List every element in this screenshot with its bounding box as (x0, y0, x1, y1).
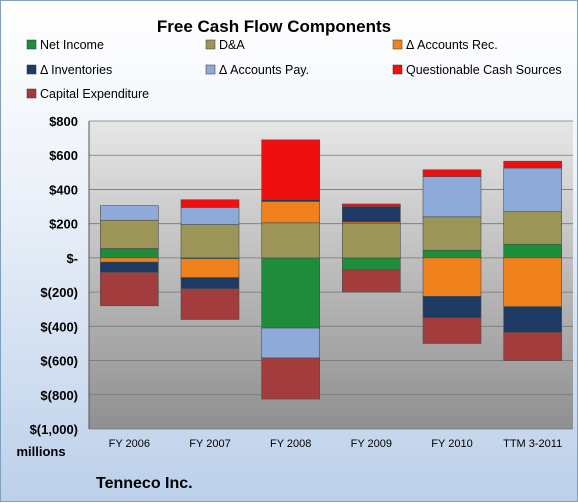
chart-title: Free Cash Flow Components (157, 17, 391, 36)
bar-segment-d-a (100, 219, 159, 249)
bar-segment-capital-expenditure (342, 269, 401, 293)
bar-segment-net-income (503, 243, 562, 259)
bar-segment-net-income (342, 257, 401, 271)
bar-segment-accounts-rec (180, 258, 240, 278)
bar-segment-accounts-pay (422, 176, 482, 218)
gridlines (89, 120, 573, 430)
x-tick-label: FY 2008 (270, 438, 311, 450)
bar-segment-inventories (342, 206, 401, 223)
legend-swatch-inventories (26, 64, 37, 75)
legend-label-d-a: D&A (219, 38, 245, 52)
bar-segment-accounts-pay (100, 205, 159, 221)
bar-segment-inventories (503, 306, 562, 333)
bar-segment-accounts-pay (180, 207, 240, 225)
legend-label-capital-expenditure: Capital Expenditure (40, 87, 149, 101)
bar-segment-questionable-cash-sources (503, 160, 562, 169)
bar-segment-net-income (100, 248, 159, 259)
bar-segment-d-a (342, 223, 401, 259)
bar-segment-inventories (180, 277, 240, 289)
y-tick-label: $(200) (40, 285, 78, 300)
legend-swatch-accounts-rec (392, 39, 403, 50)
x-tick-label: FY 2007 (189, 438, 230, 450)
bar-segment-accounts-rec (422, 257, 482, 297)
bar-segment-accounts-rec (100, 257, 159, 263)
bar-segment-capital-expenditure (503, 332, 562, 361)
bar-segment-questionable-cash-sources (180, 199, 240, 208)
bar-segment-accounts-pay (261, 327, 320, 359)
bars (100, 139, 562, 400)
bar-segment-capital-expenditure (180, 288, 240, 320)
y-tick-label: $- (66, 251, 78, 266)
bar-segment-questionable-cash-sources (261, 139, 320, 201)
x-tick-label: FY 2009 (351, 438, 392, 450)
company-name: Tenneco Inc. (96, 475, 193, 492)
y-tick-label: $600 (49, 148, 78, 163)
bar-segment-capital-expenditure (422, 317, 482, 344)
legend-label-inventories: Δ Inventories (40, 63, 112, 77)
legend-label-accounts-rec: Δ Accounts Rec. (406, 38, 498, 52)
x-tick-label: FY 2006 (109, 438, 150, 450)
bar-segment-questionable-cash-sources (342, 203, 401, 207)
bar-segment-accounts-pay (503, 167, 562, 212)
bar-segment-inventories (422, 296, 482, 319)
y-axis: $800 $600 $400 $200 $- $(200) $(400) $(600) $(80… (30, 114, 90, 437)
y-tick-label: $(1,000) (30, 422, 78, 437)
bar-segment-net-income (261, 257, 320, 329)
bar-segment-d-a (261, 222, 320, 259)
bar-segment-net-income (422, 249, 482, 259)
legend-swatch-capital-expenditure (26, 88, 37, 99)
y-tick-label: $(800) (40, 388, 78, 403)
x-tick-label: FY 2010 (431, 438, 472, 450)
y-tick-label: $(600) (40, 354, 78, 369)
legend-swatch-net-income (26, 39, 37, 50)
bar-segment-capital-expenditure (261, 357, 320, 400)
x-tick-label: TTM 3-2011 (503, 438, 562, 450)
bar-segment-d-a (503, 211, 562, 245)
bar-segment-questionable-cash-sources (422, 169, 482, 177)
y-tick-label: $(400) (40, 319, 78, 334)
plot-area (89, 121, 573, 429)
legend-label-accounts-pay: Δ Accounts Pay. (219, 63, 309, 77)
y-tick-label: $800 (49, 114, 78, 129)
x-axis: FY 2006 FY 2007 FY 2008 FY 2009 FY 2010 TTM 3… (109, 438, 563, 450)
bar-segment-accounts-rec (503, 257, 562, 307)
legend-swatch-accounts-pay (205, 64, 216, 75)
bar-segment-d-a (180, 224, 240, 259)
legend-label-net-income: Net Income (40, 38, 104, 52)
y-tick-label: $400 (49, 182, 78, 197)
legend-swatch-d-a (205, 39, 216, 50)
legend: Net Income D&A Δ Accounts Rec. Δ Inventorie… (26, 38, 562, 101)
bar-segment-inventories (100, 261, 159, 273)
legend-swatch-questionable-cash-sources (392, 64, 403, 75)
bar-segment-accounts-rec (261, 201, 320, 224)
y-tick-label: $200 (49, 217, 78, 232)
bar-segment-capital-expenditure (100, 272, 159, 307)
bar-segment-d-a (422, 216, 482, 251)
legend-label-questionable-cash-sources: Questionable Cash Sources (406, 63, 562, 77)
y-axis-unit-label: millions (16, 444, 65, 459)
